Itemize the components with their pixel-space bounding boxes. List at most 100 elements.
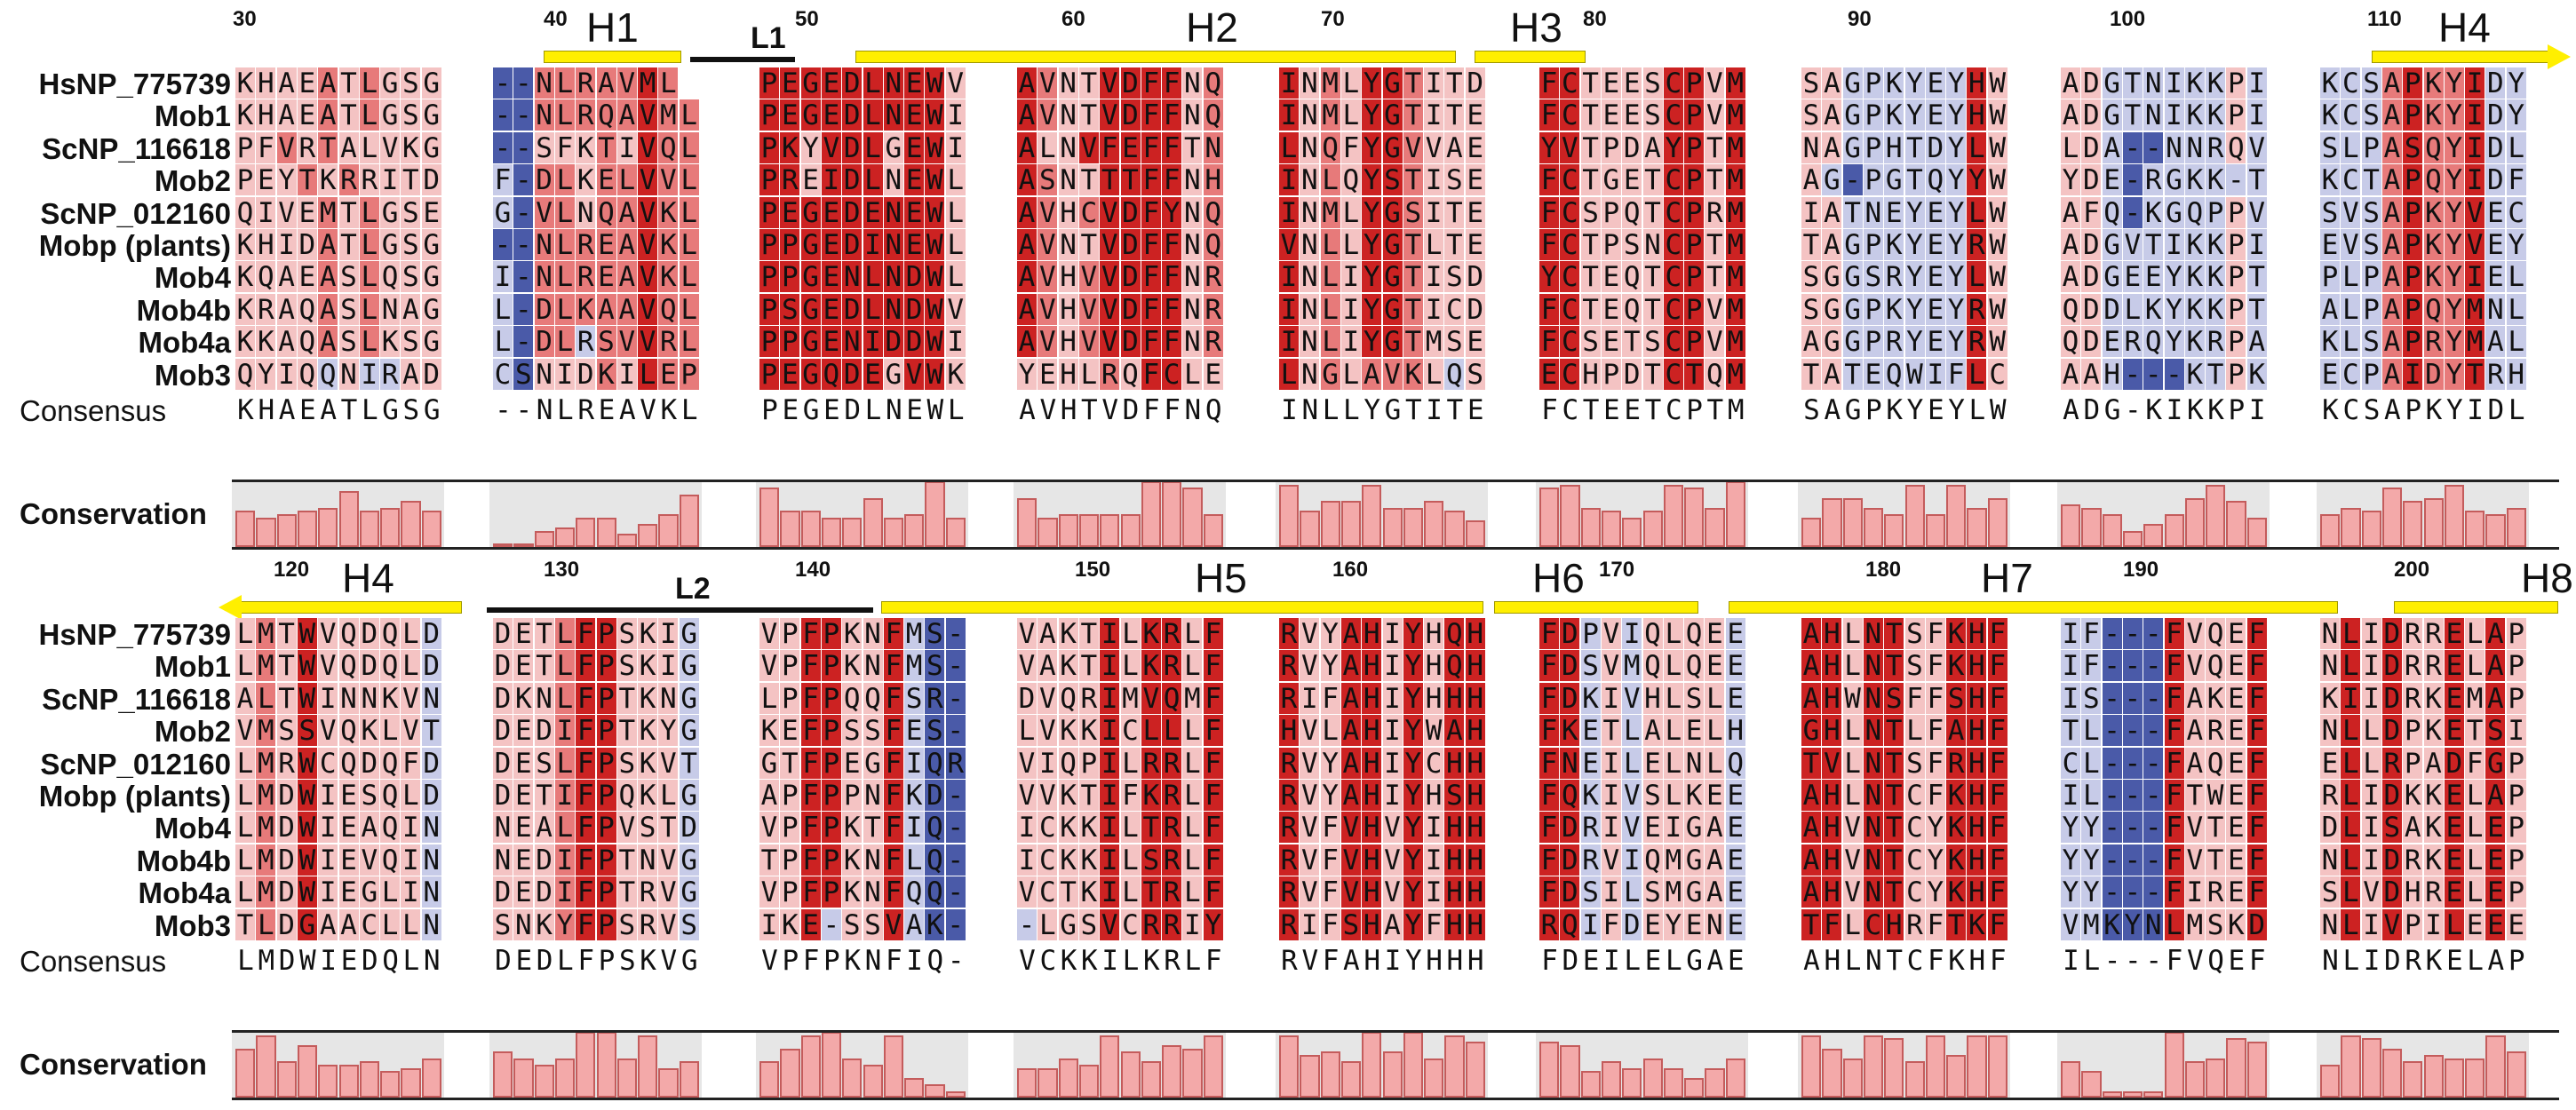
residue-cell: D — [2485, 164, 2507, 197]
residue-cell: F — [1162, 326, 1183, 359]
residue-cell: V — [658, 164, 680, 197]
residue-cell: M — [1725, 326, 1746, 359]
residue-cell: Q — [2423, 293, 2445, 326]
residue-cell: E — [1925, 261, 1946, 294]
residue-cell: P — [596, 812, 617, 844]
residue-cell: Q — [658, 131, 680, 164]
residue-cell: E — [842, 747, 863, 780]
residue-cell: M — [256, 650, 277, 683]
consensus-residue: E — [2228, 945, 2246, 977]
residue-cell: W — [2206, 780, 2227, 812]
residue-cell: A — [2381, 229, 2403, 261]
residue-cell: L — [658, 67, 680, 99]
residue-cell: - — [2122, 164, 2143, 197]
residue-cell: D — [842, 67, 863, 99]
residue-cell: M — [1725, 293, 1746, 326]
residue-cell: I — [1622, 844, 1643, 876]
residue-cell: R — [1162, 747, 1183, 780]
residue-cell: C — [1663, 67, 1684, 99]
residue-cell: P — [2506, 682, 2527, 715]
residue-cell: Q — [1203, 196, 1224, 229]
residue-cell: T — [2246, 293, 2268, 326]
residue-cell: - — [821, 908, 842, 941]
residue-cell: I — [863, 326, 884, 359]
residue-cell: - — [513, 99, 535, 132]
helix-bar — [881, 601, 1483, 614]
residue-cell: M — [1725, 261, 1746, 294]
residue-cell: L — [2341, 780, 2362, 812]
residue-cell: L — [616, 164, 638, 197]
residue-cell: I — [1424, 876, 1445, 909]
residue-cell: E — [1705, 780, 1726, 812]
residue-cell: F — [1162, 99, 1183, 132]
consensus-residue: D — [844, 394, 862, 426]
residue-cell: Q — [235, 196, 256, 229]
residue-cell: D — [1465, 293, 1486, 326]
residue-cell: Y — [1320, 618, 1341, 650]
residue-cell: S — [2361, 99, 2382, 132]
residue-cell: T — [1705, 261, 1726, 294]
residue-cell: C — [1663, 196, 1684, 229]
conservation-bar — [1424, 1058, 1444, 1098]
residue-cell: I — [2465, 164, 2486, 197]
residue-cell: N — [863, 618, 884, 650]
conservation-bar — [780, 511, 800, 547]
residue-cell: S — [616, 618, 638, 650]
residue-cell: I — [904, 747, 926, 780]
residue-cell: E — [1725, 618, 1746, 650]
position-number: 130 — [544, 558, 580, 582]
residue-cell: L — [235, 812, 256, 844]
residue-cell: L — [2465, 618, 2486, 650]
consensus-residue: P — [1865, 394, 1882, 426]
loop-label: L2 — [675, 572, 711, 606]
residue-cell: C — [1560, 261, 1581, 294]
consensus-residue: E — [2445, 945, 2463, 977]
residue-cell: R — [1967, 326, 1988, 359]
residue-cell: I — [2361, 812, 2382, 844]
residue-cell: T — [1078, 67, 1100, 99]
residue-cell: R — [1279, 682, 1300, 715]
residue-cell: T — [1884, 618, 1905, 650]
conservation-bar — [1580, 1071, 1601, 1098]
residue-cell: A — [1705, 812, 1726, 844]
residue-cell: H — [1967, 876, 1988, 909]
residue-cell: E — [421, 196, 442, 229]
residue-cell: P — [1863, 67, 1884, 99]
residue-cell: Y — [1925, 844, 1946, 876]
residue-cell: Q — [1560, 780, 1581, 812]
residue-cell: I — [554, 876, 576, 909]
residue-cell: D — [421, 780, 442, 812]
conservation-bar — [679, 1061, 699, 1098]
residue-cell: K — [842, 650, 863, 683]
residue-cell: K — [380, 682, 402, 715]
residue-cell: - — [945, 780, 966, 812]
residue-cell: Q — [338, 650, 360, 683]
consensus-residue: S — [402, 394, 420, 426]
residue-cell: F — [1203, 618, 1224, 650]
residue-cell: V — [2381, 908, 2403, 941]
residue-cell: R — [1162, 908, 1183, 941]
conservation-bar — [2246, 1042, 2267, 1098]
residue-cell: V — [1279, 229, 1300, 261]
conservation-bar — [2206, 484, 2226, 547]
residue-cell: - — [513, 229, 535, 261]
residue-cell: R — [1279, 812, 1300, 844]
residue-cell: I — [318, 682, 339, 715]
residue-cell: S — [1904, 650, 1926, 683]
residue-cell: N — [513, 908, 535, 941]
residue-cell: R — [2206, 876, 2227, 909]
residue-cell: - — [2122, 780, 2143, 812]
residue-cell: S — [1444, 261, 1466, 294]
residue-cell: - — [2102, 650, 2123, 683]
residue-cell: G — [800, 99, 822, 132]
consensus-residue: I — [1281, 394, 1298, 426]
residue-cell: R — [1946, 747, 1968, 780]
residue-cell: L — [1842, 618, 1864, 650]
conservation-bar — [1580, 507, 1601, 547]
residue-cell: N — [576, 196, 597, 229]
helix-bar — [1475, 51, 1586, 63]
residue-cell: H — [1725, 715, 1746, 748]
residue-cell: - — [2122, 812, 2143, 844]
residue-cell: A — [1017, 67, 1038, 99]
sequence-name: Mob3 — [154, 358, 231, 392]
